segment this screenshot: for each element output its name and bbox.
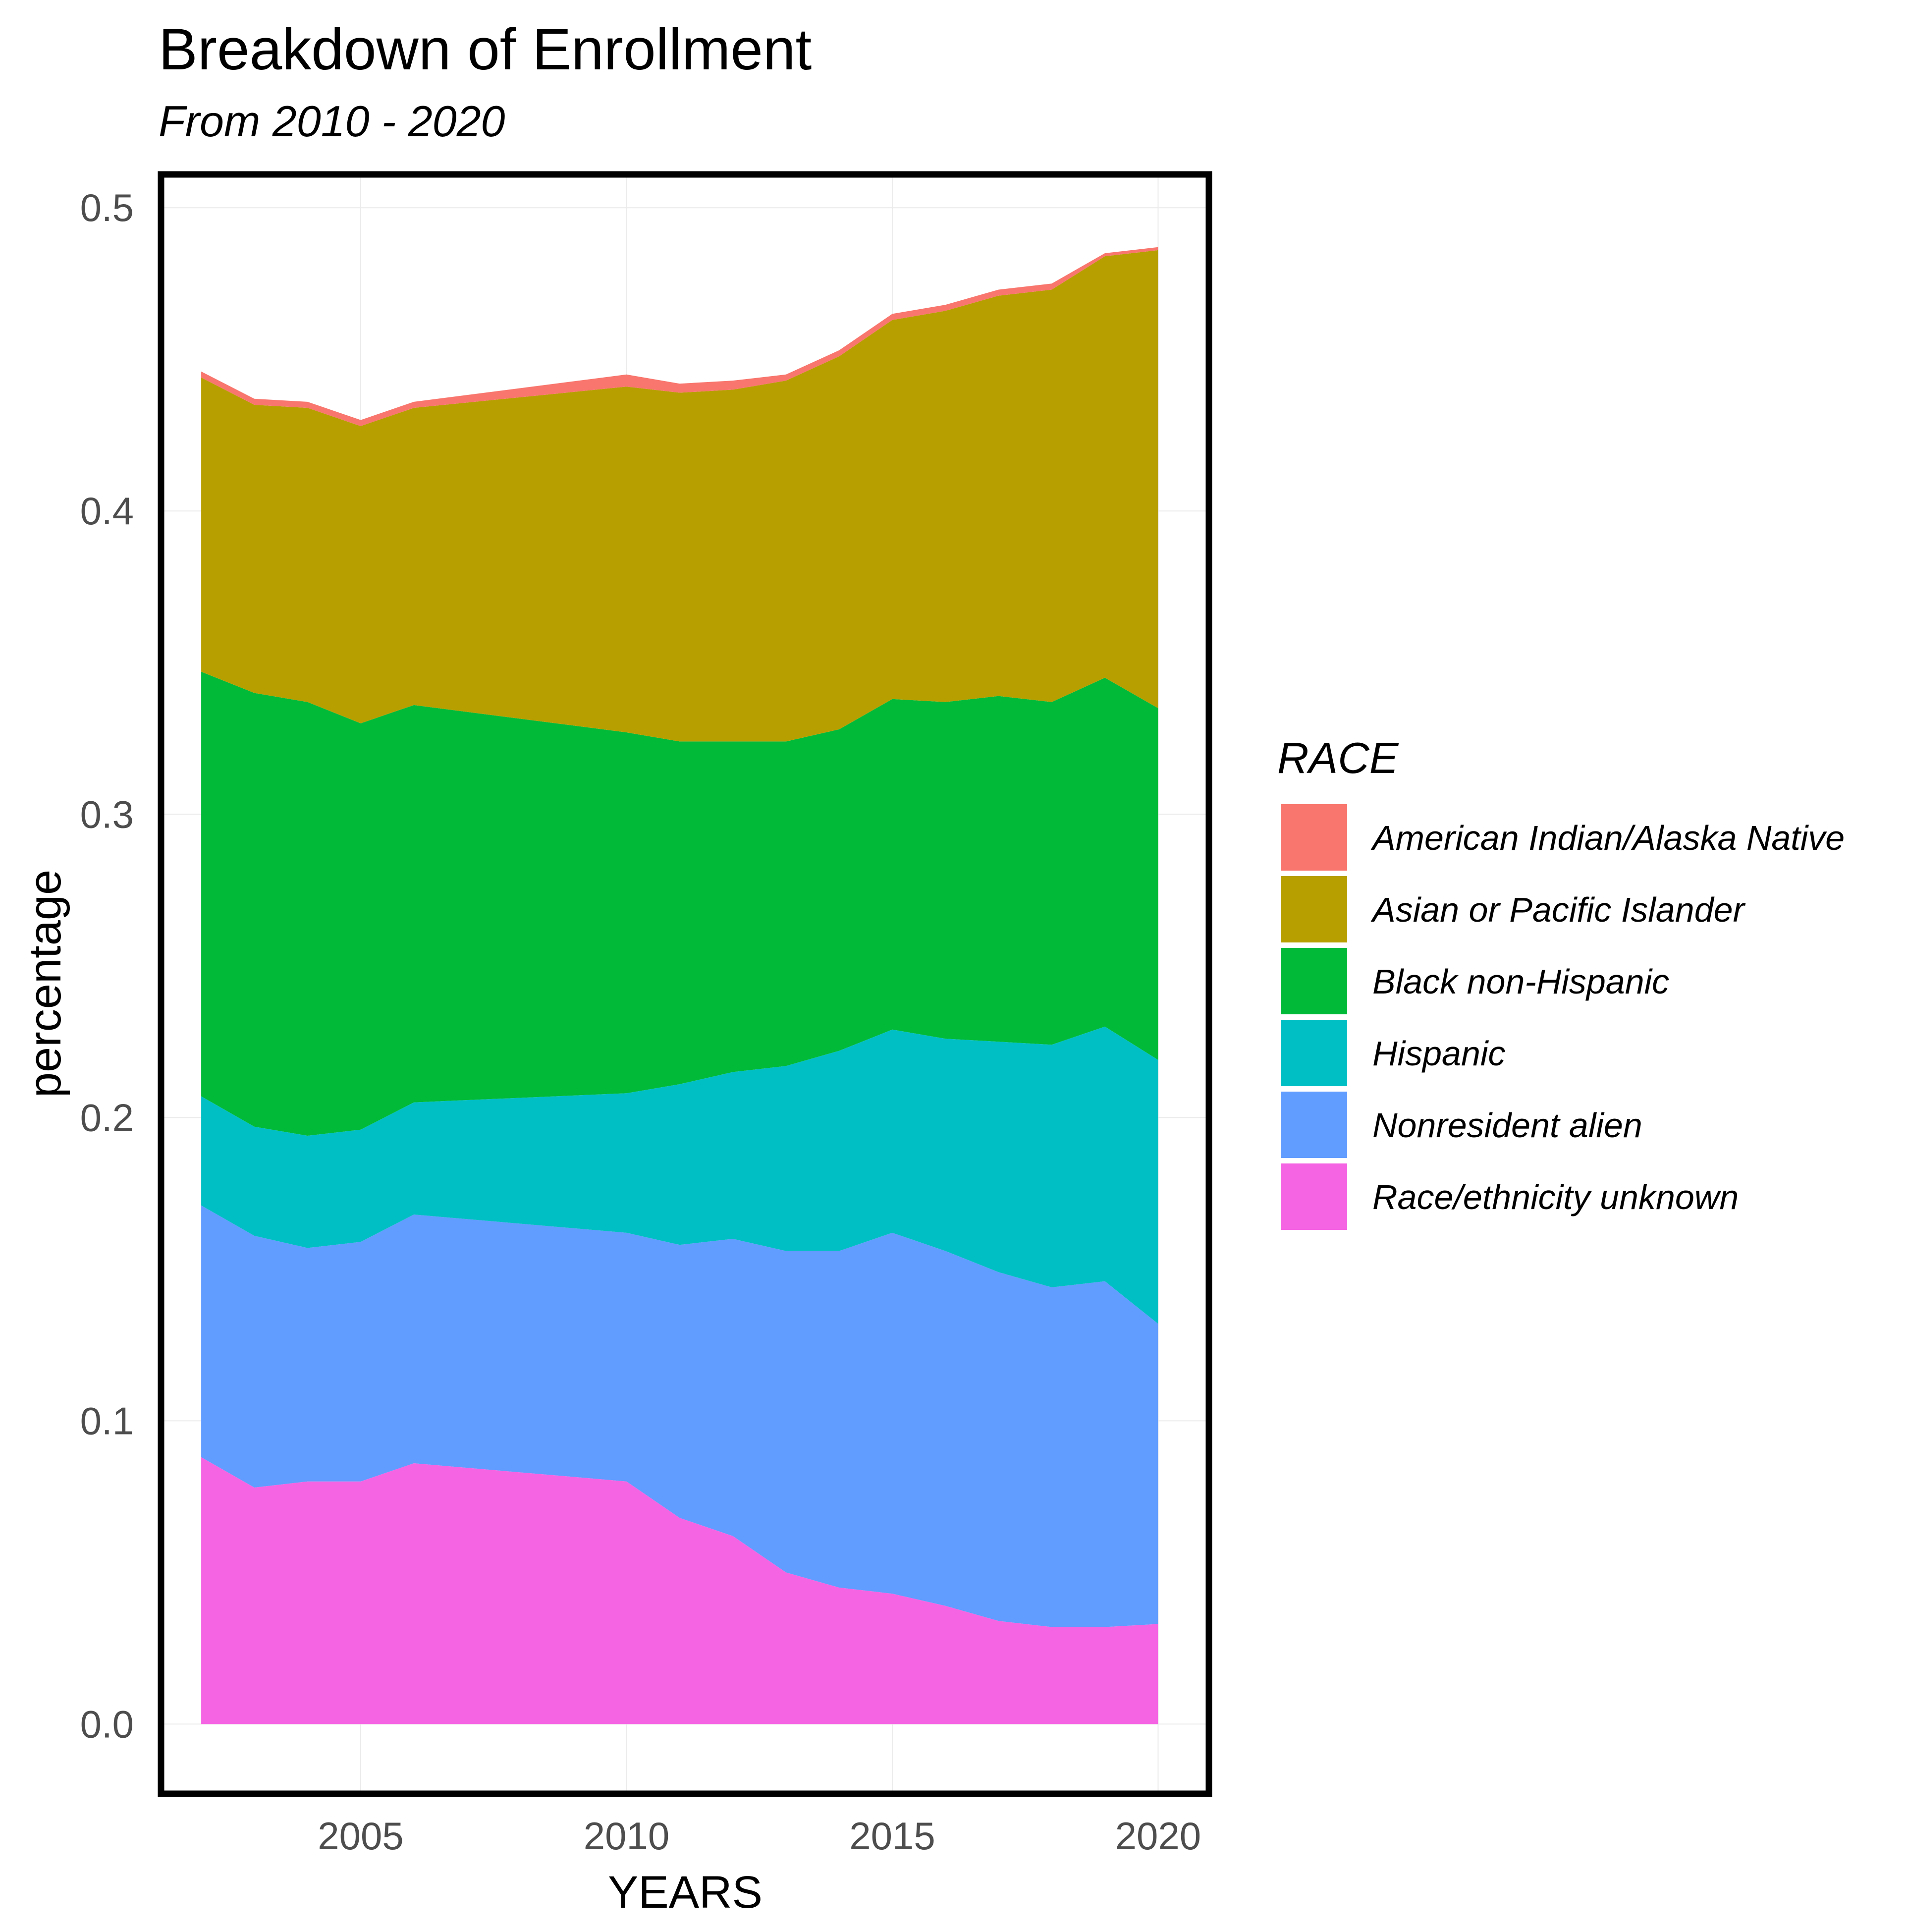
x-axis-title: YEARS: [608, 1867, 763, 1918]
legend-label-black-non-hispanic: Black non-Hispanic: [1372, 962, 1669, 1001]
area-hispanic: [201, 1026, 1158, 1324]
chart-subtitle: From 2010 - 2020: [159, 97, 505, 146]
area-american-indian-alaska-native: [201, 247, 1158, 426]
x-axis-ticks: 2005 2010 2015 2020: [318, 1814, 1201, 1858]
legend-key-black-non-hispanic: [1278, 945, 1350, 1017]
legend-label-hispanic: Hispanic: [1372, 1034, 1505, 1073]
legend-label-asian-or-pacific-islander: Asian or Pacific Islander: [1370, 890, 1746, 929]
y-axis-title: percentage: [20, 870, 70, 1098]
legend-label-american-indian-alaska-native: American Indian/Alaska Native: [1370, 819, 1845, 857]
legend-label-race-ethnicity-unknown: Race/ethnicity unknown: [1372, 1178, 1739, 1216]
legend: RACE American Indian/Alaska Native Asian …: [1277, 733, 1845, 1233]
chart-title: Breakdown of Enrollment: [159, 17, 812, 82]
area-asian-or-pacific-islander: [201, 250, 1158, 742]
y-axis-ticks: 0.0 0.1 0.2 0.3 0.4 0.5: [80, 186, 134, 1746]
area-race-ethnicity-unknown: [201, 1457, 1158, 1724]
legend-label-nonresident-alien: Nonresident alien: [1372, 1106, 1642, 1145]
y-tick-label: 0.3: [80, 792, 134, 836]
x-tick-label: 2010: [584, 1814, 670, 1858]
plot-areas: [201, 247, 1158, 1724]
x-tick-label: 2020: [1115, 1814, 1201, 1858]
legend-key-race-ethnicity-unknown: [1278, 1160, 1350, 1233]
y-tick-label: 0.0: [80, 1702, 134, 1746]
panel-border: [158, 171, 1212, 1797]
legend-key-hispanic: [1278, 1017, 1350, 1089]
x-tick-label: 2015: [849, 1814, 935, 1858]
area-black-non-hispanic: [201, 671, 1158, 1136]
x-tick-label: 2005: [318, 1814, 404, 1858]
y-tick-label: 0.1: [80, 1399, 134, 1442]
legend-key-asian-or-pacific-islander: [1278, 873, 1350, 945]
legend-title: RACE: [1277, 733, 1399, 782]
legend-key-nonresident-alien: [1278, 1089, 1350, 1161]
y-tick-label: 0.2: [80, 1096, 134, 1139]
y-tick-label: 0.5: [80, 186, 134, 229]
legend-key-american-indian-alaska-native: [1278, 801, 1350, 874]
area-nonresident-alien: [201, 1205, 1158, 1627]
y-tick-label: 0.4: [80, 489, 134, 533]
